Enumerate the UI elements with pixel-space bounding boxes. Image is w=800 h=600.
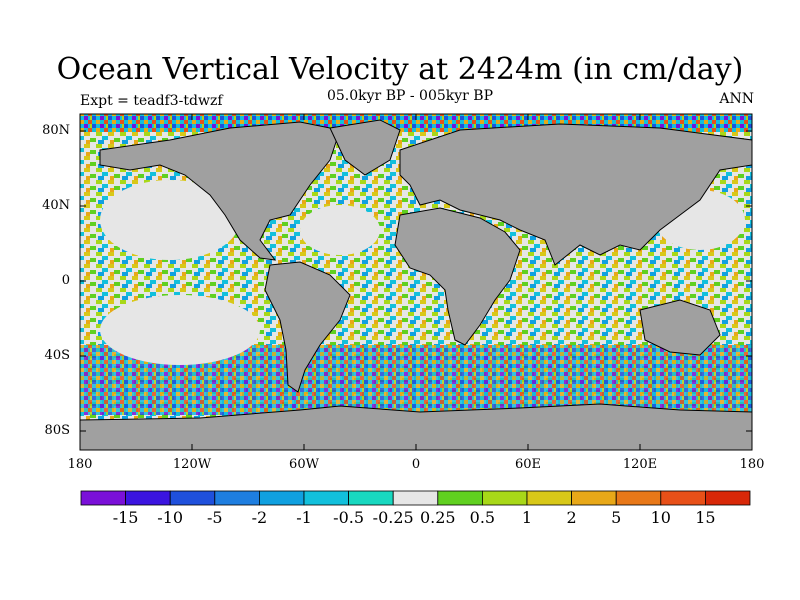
- colorbar-swatch: [571, 490, 617, 506]
- lon-label: 180: [739, 457, 765, 472]
- lat-label: 80S: [44, 423, 70, 438]
- colorbar-label: -2: [251, 508, 268, 527]
- lat-label: 0: [61, 273, 70, 288]
- colorbar-label: -5: [207, 508, 223, 527]
- colorbar-swatch: [125, 490, 171, 506]
- colorbar-label: 5: [611, 508, 622, 527]
- north-pacific-patch: [100, 180, 240, 260]
- colorbar-label: -1: [296, 508, 312, 527]
- lon-label: 60W: [289, 457, 319, 472]
- lon-label: 60E: [514, 457, 542, 472]
- lat-label: 40S: [44, 348, 70, 363]
- colorbar-swatch: [258, 490, 305, 506]
- lat-label: 80N: [42, 123, 70, 138]
- lon-label: 120E: [622, 457, 658, 472]
- colorbar: [80, 490, 751, 506]
- lon-label: 0: [411, 457, 421, 472]
- colorbar-swatch: [660, 490, 706, 506]
- australia: [639, 299, 721, 356]
- season-label: ANN: [719, 91, 754, 107]
- colorbar-swatch: [348, 490, 394, 506]
- colorbar-label: 0.5: [469, 508, 496, 527]
- colorbar-label: -15: [112, 508, 139, 527]
- lon-label: 120W: [172, 457, 212, 472]
- colorbar-swatch: [615, 490, 662, 506]
- colorbar-label: -10: [157, 508, 184, 527]
- colorbar-label: -0.25: [372, 508, 414, 527]
- colorbar-swatch: [437, 490, 483, 506]
- south-america: [264, 261, 351, 393]
- north-atlantic-patch: [300, 205, 380, 255]
- colorbar-swatch: [214, 490, 260, 506]
- colorbar-swatch: [481, 490, 528, 506]
- colorbar-swatch: [392, 490, 439, 506]
- axis-ticks: [80, 114, 752, 450]
- north-america: [99, 121, 341, 261]
- colorbar-swatch: [80, 490, 126, 506]
- experiment-label: Expt = teadf3-tdwzf: [80, 93, 223, 109]
- lat-label: 40N: [42, 198, 70, 213]
- colorbar-swatch: [303, 490, 349, 506]
- colorbar-label: 0.25: [419, 508, 456, 527]
- south-pacific-patch: [100, 295, 260, 365]
- continents: [79, 119, 753, 451]
- lon-label: 180: [67, 457, 93, 472]
- colorbar-label: 15: [695, 508, 716, 527]
- colorbar-swatch: [169, 490, 216, 506]
- africa: [394, 207, 521, 346]
- colorbar-label: 10: [650, 508, 671, 527]
- colorbar-label: -0.5: [333, 508, 365, 527]
- colorbar-swatch: [705, 490, 751, 506]
- period-label: 05.0kyr BP - 005kyr BP: [326, 88, 493, 104]
- colorbar-swatch: [526, 490, 572, 506]
- colorbar-label: 2: [566, 508, 577, 527]
- colorbar-label: 1: [521, 508, 533, 527]
- greenland: [329, 119, 401, 176]
- map-title: Ocean Vertical Velocity at 2424m (in cm/…: [56, 52, 744, 87]
